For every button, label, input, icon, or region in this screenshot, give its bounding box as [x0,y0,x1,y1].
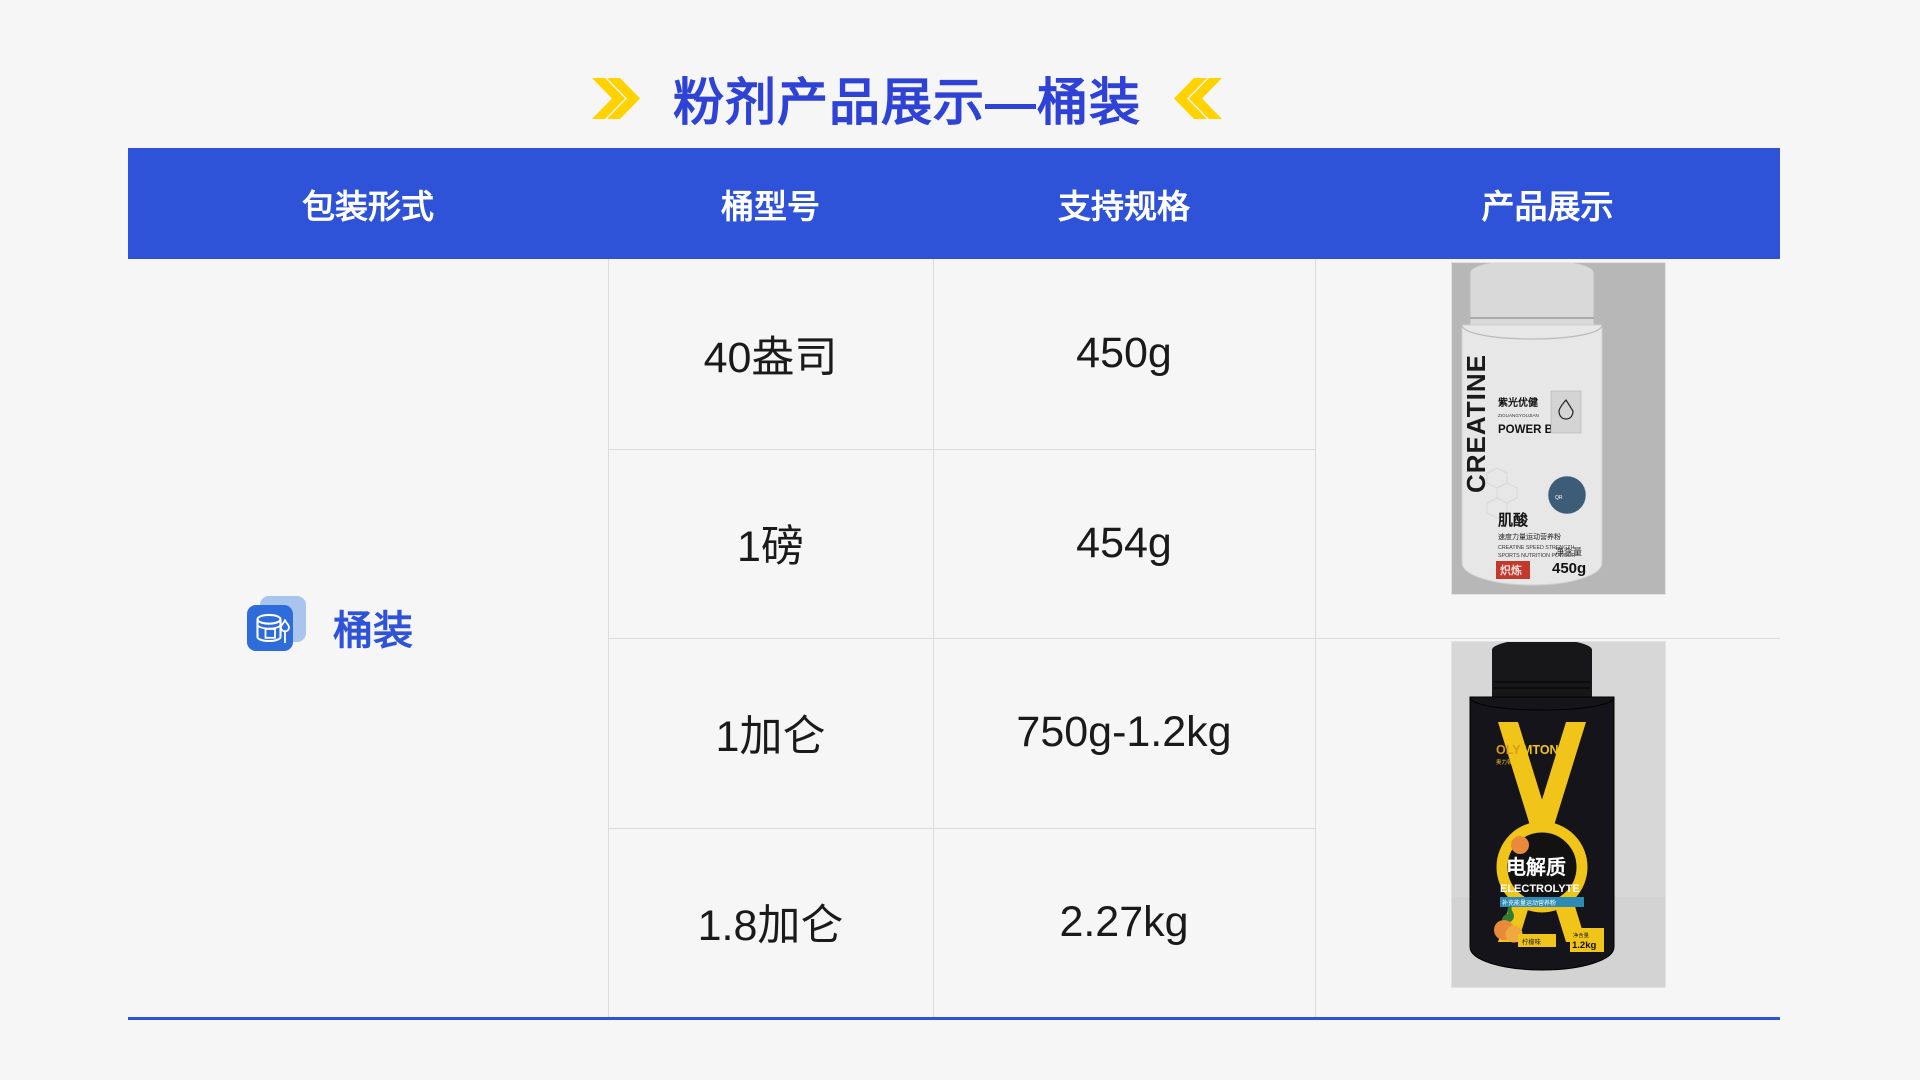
svg-text:电解质: 电解质 [1506,855,1566,879]
svg-text:CREATINE: CREATINE [1461,354,1491,493]
svg-text:450g: 450g [1552,560,1586,577]
svg-text:净含量: 净含量 [1573,931,1590,939]
svg-text:MTON: MTON [1522,743,1559,757]
svg-text:速度力量运动营养粉: 速度力量运动营养粉 [1498,532,1561,541]
svg-text:净含量: 净含量 [1555,546,1582,557]
svg-text:QR: QR [1555,495,1563,501]
svg-text:炽炼: 炽炼 [1500,563,1522,577]
svg-text:ZIGUANGYOUJIAN: ZIGUANGYOUJIAN [1498,413,1539,418]
svg-text:补充能量运动营养粉: 补充能量运动营养粉 [1502,899,1556,907]
svg-text:肌酸: 肌酸 [1498,511,1529,529]
svg-text:1.2kg: 1.2kg [1572,940,1596,951]
svg-text:柠檬味: 柠檬味 [1522,937,1542,946]
svg-text:OLY: OLY [1496,743,1521,757]
svg-text:紫光优健: 紫光优健 [1498,396,1538,409]
svg-text:ELECTROLYTE: ELECTROLYTE [1500,883,1580,895]
svg-text:奥力顿: 奥力顿 [1496,758,1513,766]
